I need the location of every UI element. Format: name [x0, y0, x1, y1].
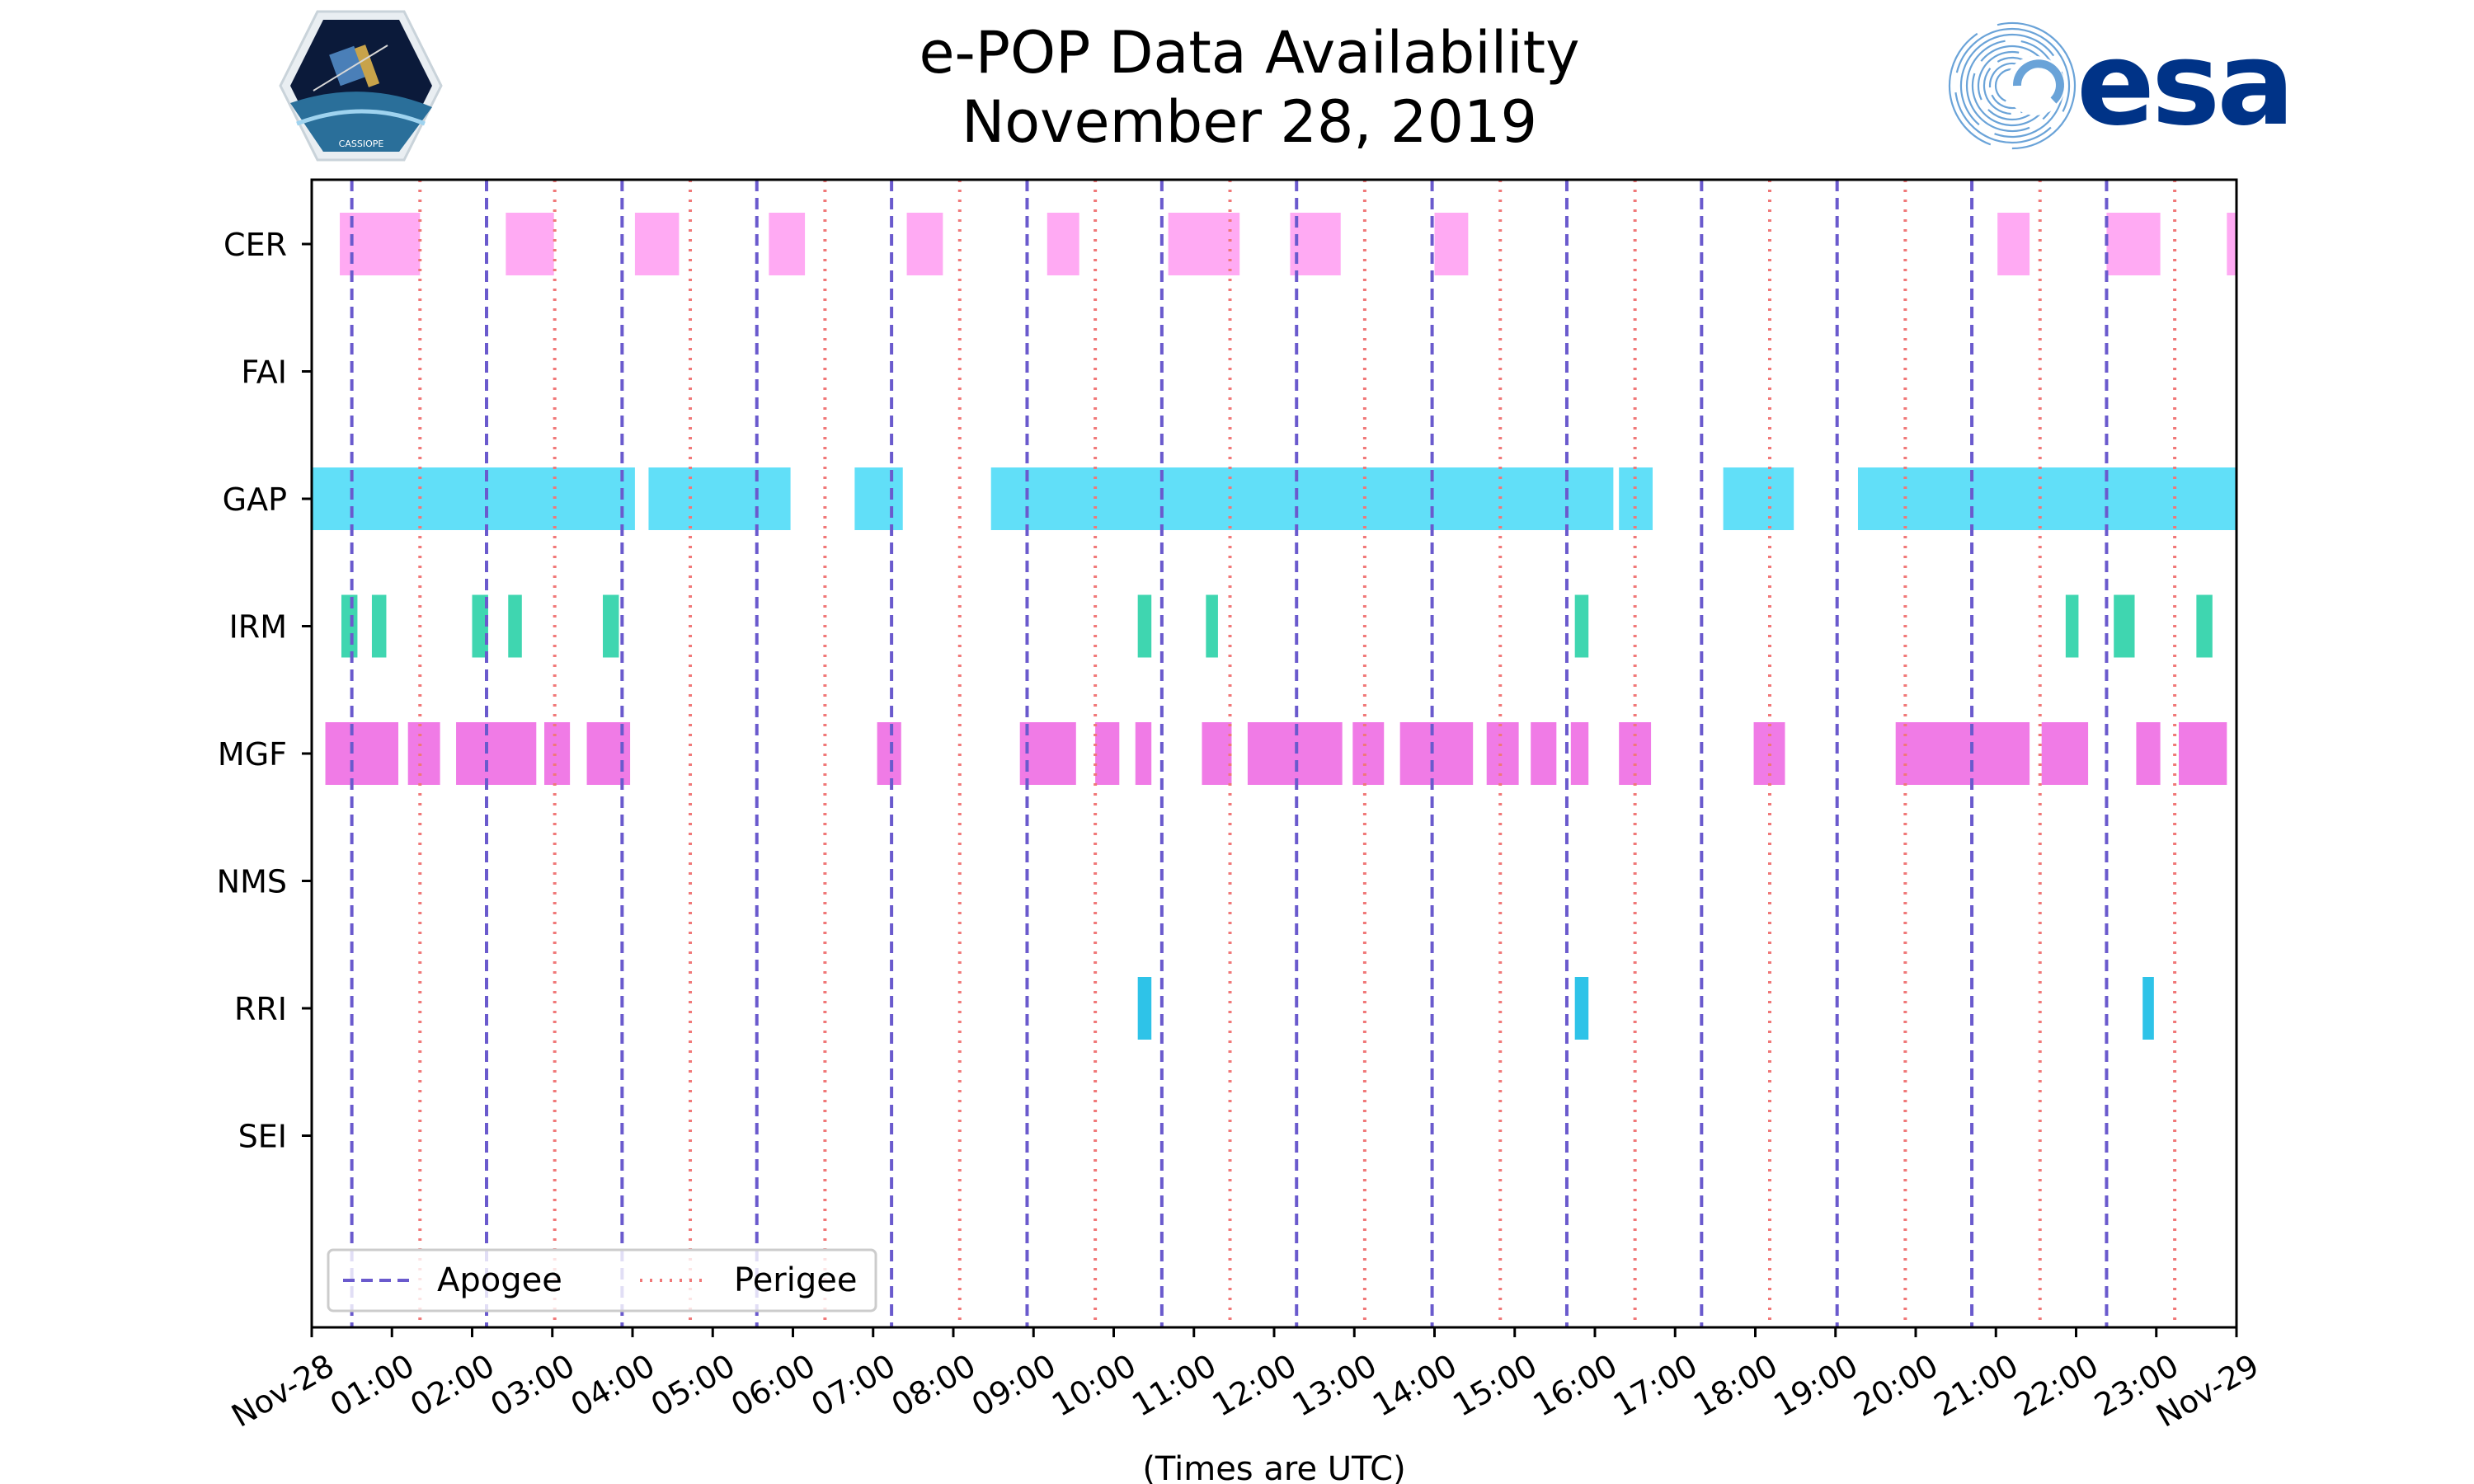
bar-mgf	[1570, 722, 1589, 785]
bar-gap	[648, 467, 791, 530]
bar-mgf	[2041, 722, 2089, 785]
x-tick-label: Nov-28	[225, 1347, 340, 1435]
x-tick-label: 06:00	[725, 1347, 821, 1424]
bar-mgf	[1202, 722, 1232, 785]
bar-mgf	[1095, 722, 1120, 785]
esa-arc	[1959, 33, 2065, 139]
bar-cer	[1434, 213, 1469, 275]
x-tick-label: 16:00	[1527, 1347, 1624, 1424]
x-tick-label: 20:00	[1848, 1347, 1945, 1424]
x-tick-label: 22:00	[2008, 1347, 2105, 1424]
chart-title: e-POP Data Availability	[919, 19, 1579, 87]
x-tick-label: 19:00	[1767, 1347, 1864, 1424]
bar-cer	[906, 213, 943, 275]
x-tick-label: 03:00	[484, 1347, 581, 1424]
x-axis-label: (Times are UTC)	[1142, 1450, 1405, 1484]
y-tick-label-irm: IRM	[229, 609, 287, 646]
bar-irm	[472, 594, 488, 658]
bar-cer	[506, 213, 554, 275]
esa-logo: esa	[1948, 17, 2295, 152]
plot-area: CER FAI GAP IRM MGF NMS RRI SEI Nov-2801:0002:0…	[217, 178, 2265, 1435]
bar-cer	[769, 213, 806, 275]
bar-irm	[2114, 594, 2135, 658]
x-tick-label: 13:00	[1286, 1347, 1383, 1424]
y-tick-label-nms: NMS	[217, 864, 287, 900]
bar-cer	[1047, 213, 1079, 275]
x-tick-label: 17:00	[1607, 1347, 1704, 1424]
bar-rri	[1137, 977, 1152, 1040]
bar-cer	[634, 213, 680, 275]
y-tick-label-rri: RRI	[234, 991, 287, 1027]
x-tick-label: 11:00	[1126, 1347, 1222, 1424]
bar-rri	[1574, 977, 1589, 1040]
bar-cer	[1997, 213, 2030, 275]
bar-mgf	[1895, 722, 2030, 785]
x-tick-label: 08:00	[886, 1347, 982, 1424]
bar-mgf	[456, 722, 537, 785]
y-tick-label-cer: CER	[223, 227, 287, 263]
legend: Apogee Perigee	[327, 1248, 877, 1313]
x-tick-label: 07:00	[805, 1347, 901, 1424]
esa-arc	[1948, 21, 2077, 150]
x-tick-label: 04:00	[565, 1347, 661, 1424]
bar-gap	[312, 467, 635, 530]
x-tick-label: 18:00	[1687, 1347, 1784, 1424]
bar-irm	[1206, 594, 1218, 658]
bar-rri	[2142, 977, 2154, 1040]
legend-perigee-label: Perigee	[734, 1261, 857, 1299]
x-tick-label: 05:00	[645, 1347, 741, 1424]
bar-cer	[1290, 213, 1341, 275]
bar-mgf	[877, 722, 901, 785]
x-tick-label: 21:00	[1928, 1347, 2025, 1424]
bar-irm	[341, 594, 358, 658]
x-tick-label: 12:00	[1206, 1347, 1303, 1424]
x-tick-label: 02:00	[404, 1347, 501, 1424]
bar-gap	[990, 467, 1614, 530]
bar-irm	[1574, 594, 1589, 658]
bar-mgf	[407, 722, 440, 785]
bar-irm	[1137, 594, 1152, 658]
bar-gap	[1857, 467, 2236, 530]
cassiope-logo-caption: CASSIOPE	[339, 139, 384, 149]
bar-mgf	[1135, 722, 1152, 785]
esa-arc	[1954, 27, 2071, 144]
y-tick-label-fai: FAI	[241, 355, 287, 391]
bar-mgf	[1531, 722, 1557, 785]
bar-irm	[2196, 594, 2213, 658]
bar-gap	[854, 467, 903, 530]
x-tick-label: 14:00	[1366, 1347, 1463, 1424]
bar-irm	[2065, 594, 2079, 658]
bar-cer	[2227, 213, 2236, 275]
x-tick-label: 09:00	[966, 1347, 1062, 1424]
bar-gap	[1723, 467, 1794, 530]
cassiope-logo: CASSIOPE	[279, 10, 443, 162]
bar-cer	[1168, 213, 1240, 275]
y-tick-label-mgf: MGF	[218, 736, 287, 773]
y-tick-label-gap: GAP	[223, 481, 287, 518]
bar-mgf	[1352, 722, 1385, 785]
legend-apogee-label: Apogee	[437, 1261, 562, 1299]
bar-mgf	[1486, 722, 1519, 785]
esa-e-mark	[2012, 59, 2064, 104]
x-tick-label: 10:00	[1046, 1347, 1142, 1424]
bar-mgf	[1019, 722, 1076, 785]
bar-irm	[508, 594, 522, 658]
x-tick-label: 01:00	[324, 1347, 421, 1424]
bar-cer	[2106, 213, 2161, 275]
esa-logo-text: esa	[2077, 17, 2292, 152]
bar-mgf	[325, 722, 399, 785]
bar-irm	[371, 594, 387, 658]
bar-mgf	[2136, 722, 2161, 785]
chart-subtitle: November 28, 2019	[962, 88, 1537, 156]
esa-arc	[1965, 39, 2059, 133]
x-tick-label: 15:00	[1446, 1347, 1543, 1424]
y-tick-label-sei: SEI	[238, 1119, 287, 1155]
bar-mgf	[544, 722, 571, 785]
bar-irm	[603, 594, 619, 658]
bar-mgf	[1399, 722, 1474, 785]
bar-mgf	[2178, 722, 2227, 785]
